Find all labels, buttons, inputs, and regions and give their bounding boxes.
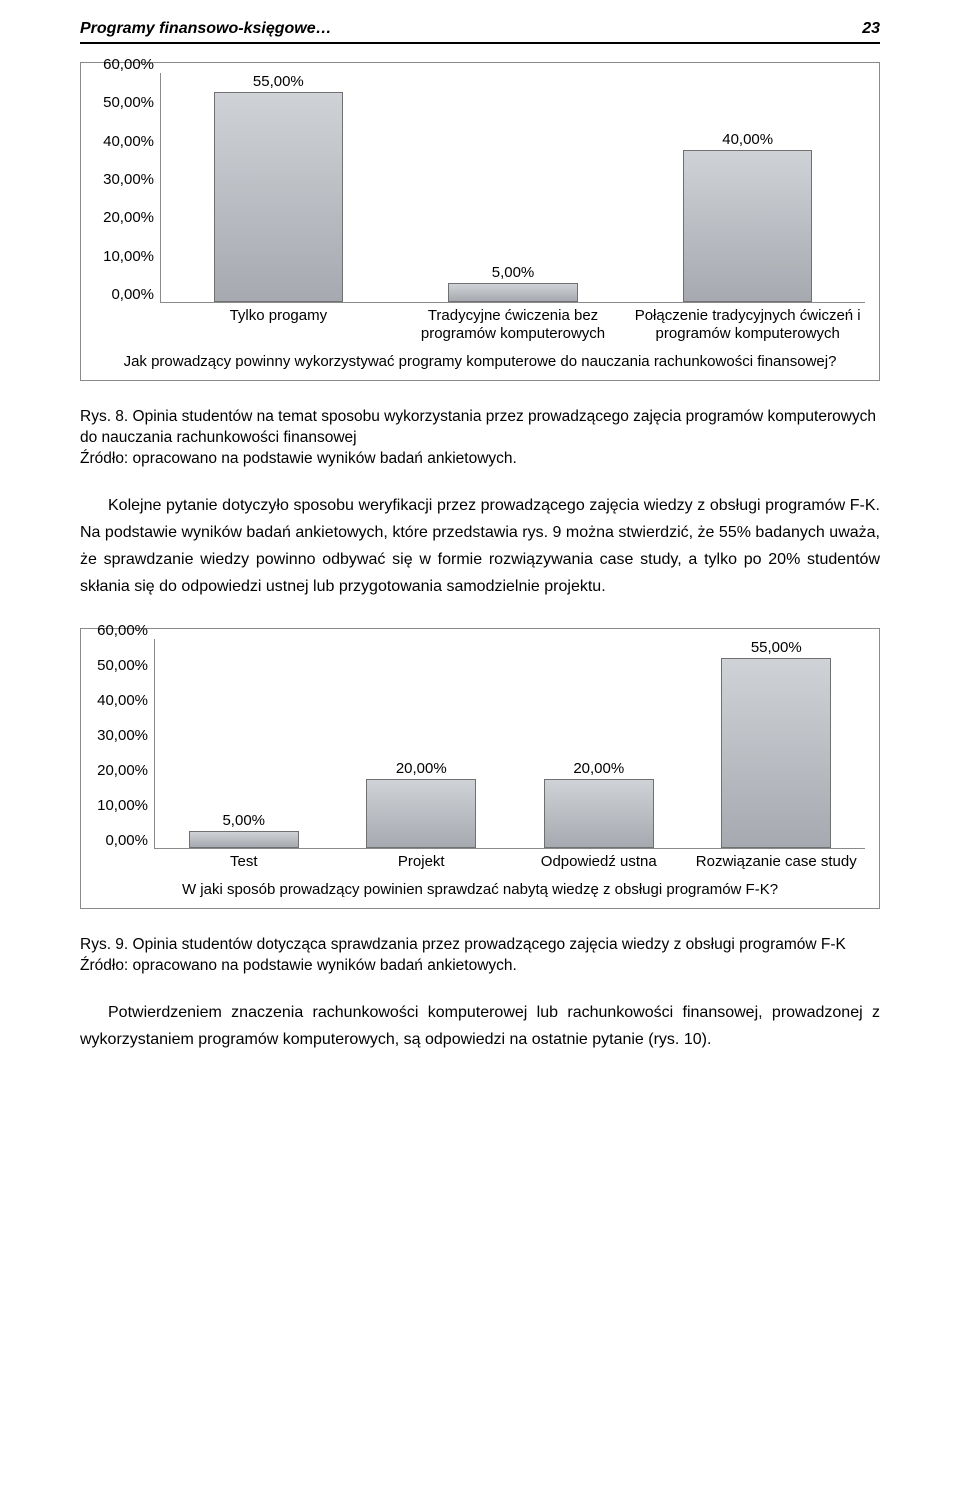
chart2-xlabels: Test Projekt Odpowiedź ustna Rozwiązanie… (155, 849, 865, 871)
chart2-yaxis: 60,00% 50,00% 40,00% 30,00% 20,00% 10,00… (95, 639, 155, 849)
page-header: Programy finansowo-księgowe… 23 (80, 20, 880, 44)
bar-value-label: 55,00% (253, 73, 304, 90)
chart1-xlabels: Tylko progamy Tradycyjne ćwiczenia bez p… (161, 303, 865, 343)
bar-value-label: 5,00% (492, 264, 535, 281)
chart1-bar-slot: 55,00% (161, 73, 396, 302)
bar (544, 779, 654, 849)
bar (721, 658, 831, 848)
chart2-bar-slot: 5,00% (155, 639, 333, 848)
x-category: Odpowiedź ustna (510, 849, 688, 871)
body-paragraph-2: Potwierdzeniem znaczenia rachunkowości k… (80, 999, 880, 1053)
x-category: Połączenie tradycyjnych ćwiczeń i progra… (630, 303, 865, 343)
caption-text: Rys. 8. Opinia studentów na temat sposob… (80, 408, 876, 446)
x-category: Rozwiązanie case study (688, 849, 866, 871)
body-paragraph-1: Kolejne pytanie dotyczyło sposobu weryfi… (80, 492, 880, 601)
x-category: Projekt (333, 849, 511, 871)
x-category: Tradycyjne ćwiczenia bez programów kompu… (396, 303, 631, 343)
bar-value-label: 5,00% (222, 812, 265, 829)
x-category: Test (155, 849, 333, 871)
bar (189, 831, 299, 848)
chart-assessment-method: 60,00% 50,00% 40,00% 30,00% 20,00% 10,00… (80, 628, 880, 909)
running-title: Programy finansowo-księgowe… (80, 20, 332, 38)
chart1-question: Jak prowadzący powinny wykorzystywać pro… (95, 353, 865, 372)
chart1-bars: 55,00% 5,00% 40,00% (161, 73, 865, 303)
bar-value-label: 20,00% (396, 760, 447, 777)
caption-text: Rys. 9. Opinia studentów dotycząca spraw… (80, 936, 846, 953)
figure9-caption: Rys. 9. Opinia studentów dotycząca spraw… (80, 935, 880, 977)
chart2-bar-slot: 20,00% (510, 639, 688, 848)
chart1-bar-slot: 40,00% (630, 73, 865, 302)
caption-source: Źródło: opracowano na podstawie wyników … (80, 450, 517, 467)
caption-source: Źródło: opracowano na podstawie wyników … (80, 957, 517, 974)
bar (448, 283, 577, 302)
bar (366, 779, 476, 849)
chart1-plot: 60,00% 50,00% 40,00% 30,00% 20,00% 10,00… (95, 73, 865, 303)
chart2-plot: 60,00% 50,00% 40,00% 30,00% 20,00% 10,00… (95, 639, 865, 849)
bar (214, 92, 343, 302)
chart1-yaxis: 60,00% 50,00% 40,00% 30,00% 20,00% 10,00… (95, 73, 161, 303)
x-category: Tylko progamy (161, 303, 396, 343)
chart2-bars: 5,00% 20,00% 20,00% 55,00% (155, 639, 865, 849)
bar-value-label: 40,00% (722, 131, 773, 148)
chart2-question: W jaki sposób prowadzący powinien sprawd… (95, 881, 865, 900)
page-number: 23 (862, 20, 880, 38)
chart1-bar-slot: 5,00% (396, 73, 631, 302)
bar-value-label: 55,00% (751, 639, 802, 656)
bar (683, 150, 812, 303)
chart2-bar-slot: 55,00% (688, 639, 866, 848)
figure8-caption: Rys. 8. Opinia studentów na temat sposob… (80, 407, 880, 470)
bar-value-label: 20,00% (573, 760, 624, 777)
chart2-bar-slot: 20,00% (333, 639, 511, 848)
chart-teaching-method: 60,00% 50,00% 40,00% 30,00% 20,00% 10,00… (80, 62, 880, 381)
